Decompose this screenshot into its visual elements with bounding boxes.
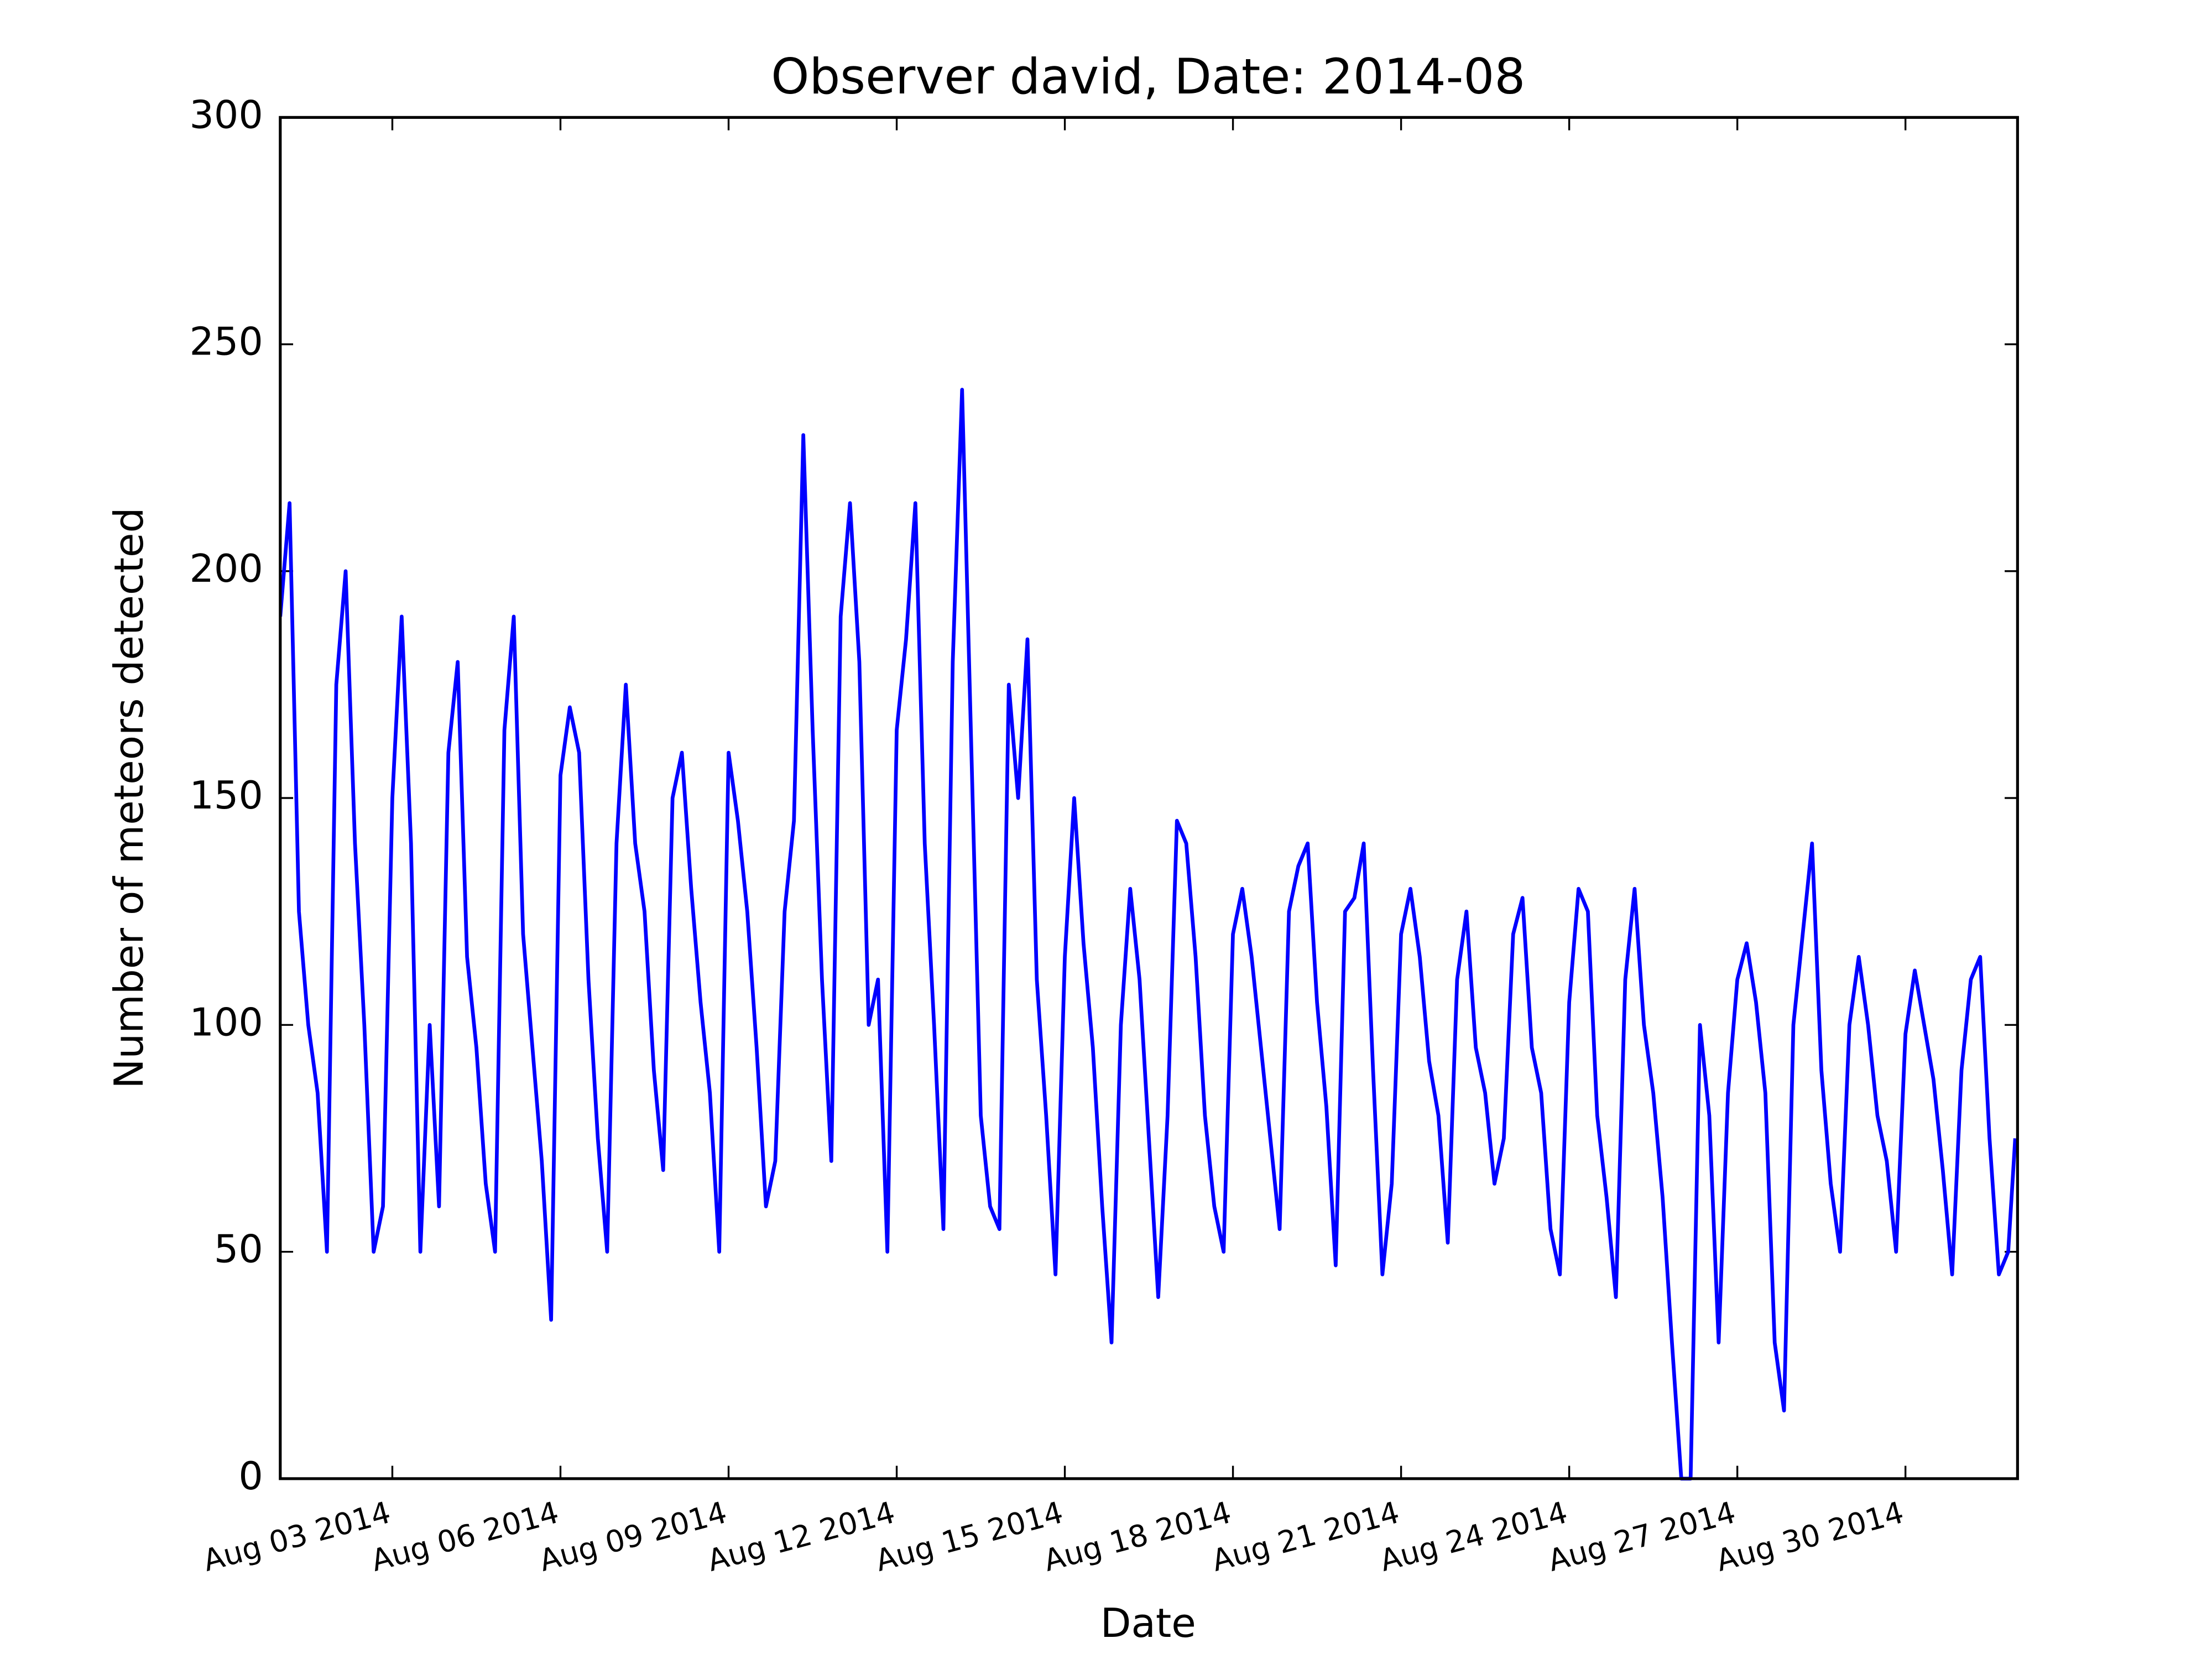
y-tick-label: 300 (190, 92, 263, 137)
y-tick-label: 0 (238, 1454, 263, 1499)
y-tick-label: 250 (190, 320, 263, 364)
data-line (280, 388, 2017, 1481)
y-axis-label: Number of meteors detected (106, 508, 153, 1089)
y-tick-label: 200 (190, 546, 263, 591)
y-tick-label: 100 (190, 1000, 263, 1045)
plot-frame (279, 116, 2019, 1480)
chart-title: Observer david, Date: 2014-08 (771, 48, 1525, 105)
y-tick-label: 50 (214, 1227, 263, 1272)
x-axis-label: Date (1100, 1600, 1196, 1647)
y-tick-label: 150 (190, 773, 263, 818)
